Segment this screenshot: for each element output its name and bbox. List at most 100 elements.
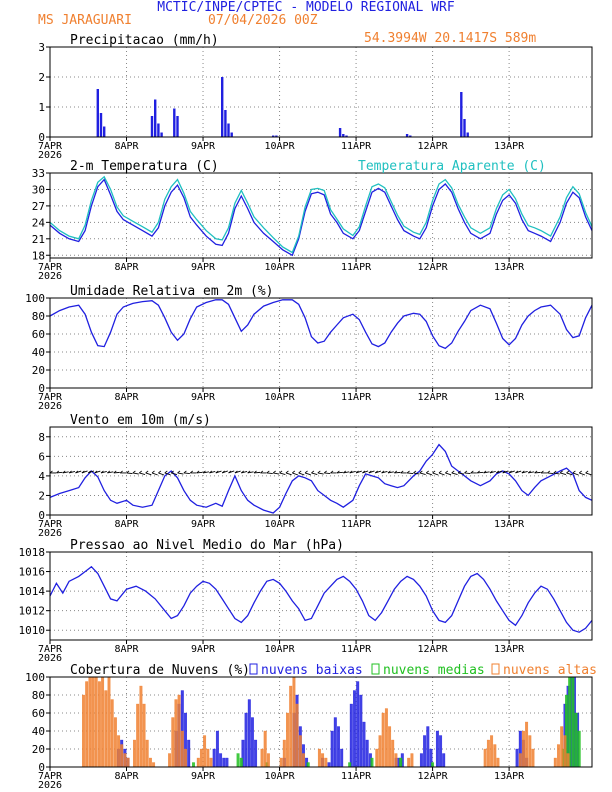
bar bbox=[88, 676, 92, 768]
wind-arrow bbox=[196, 471, 203, 474]
bar bbox=[324, 757, 328, 768]
wind-arrow-head bbox=[387, 470, 391, 474]
wind-arrow-head bbox=[298, 470, 302, 474]
bar bbox=[321, 753, 325, 768]
bar bbox=[101, 676, 105, 768]
bar bbox=[342, 134, 345, 137]
wind-arrow-head bbox=[279, 470, 283, 474]
x-tick-label: 9APR bbox=[191, 262, 216, 273]
x-tick-label: 8APR bbox=[114, 771, 139, 782]
legend-label-nuvens-baixas: nuvens baixas bbox=[261, 663, 363, 678]
bar bbox=[560, 726, 564, 768]
wind-arrow-head bbox=[355, 470, 359, 474]
header: MCTIC/INPE/CPTEC - MODELO REGIONAL WRF M… bbox=[0, 0, 612, 45]
wind-arrow bbox=[419, 472, 426, 475]
wind-arrow-head bbox=[241, 470, 245, 474]
bar bbox=[187, 739, 191, 768]
bar bbox=[439, 735, 443, 768]
bar bbox=[490, 735, 494, 768]
bar bbox=[496, 757, 500, 768]
bar bbox=[407, 757, 411, 768]
x-tick-label: 9APR bbox=[191, 141, 216, 152]
location-label: MS JARAGUARI bbox=[38, 13, 132, 28]
y-tick-label: 33 bbox=[32, 167, 45, 180]
bar bbox=[173, 108, 176, 137]
wind-arrow-head bbox=[247, 470, 251, 474]
wind-arrow bbox=[158, 472, 165, 476]
wind-arrow-head bbox=[304, 470, 308, 474]
x-tick-label: 12APR bbox=[418, 392, 449, 403]
bar bbox=[577, 730, 581, 768]
x-tick-label: 11APR bbox=[341, 392, 372, 403]
wind-arrow-head bbox=[62, 470, 66, 474]
wind-arrow-head bbox=[553, 470, 557, 474]
wind-arrow-head bbox=[381, 470, 385, 474]
bar bbox=[103, 126, 106, 137]
bar bbox=[225, 757, 229, 768]
wind-arrow bbox=[451, 472, 458, 475]
wind-arrow bbox=[336, 471, 343, 474]
x-year-label: 2026 bbox=[38, 150, 62, 161]
wind-arrow-head bbox=[330, 470, 334, 474]
bar bbox=[199, 748, 203, 768]
wind-arrow-head bbox=[515, 470, 519, 474]
y-tick-label: 1014 bbox=[19, 585, 46, 598]
series-blue bbox=[49, 178, 593, 257]
bar bbox=[192, 762, 195, 768]
bar bbox=[174, 699, 178, 768]
bar bbox=[571, 676, 575, 768]
bar bbox=[176, 116, 179, 137]
bar bbox=[239, 757, 243, 768]
wind-arrow bbox=[572, 472, 579, 476]
bar bbox=[142, 703, 146, 768]
gridlines bbox=[50, 173, 592, 258]
bar bbox=[209, 757, 213, 768]
y-tick-label: 4 bbox=[38, 470, 45, 483]
y-tick-label: 21 bbox=[32, 233, 45, 246]
bar bbox=[282, 739, 286, 768]
bar bbox=[375, 748, 379, 768]
series-blue bbox=[49, 299, 593, 350]
wind-arrow bbox=[566, 472, 573, 476]
x-tick-label: 7APR bbox=[38, 519, 63, 530]
bar bbox=[419, 753, 423, 768]
wind-arrow-head bbox=[457, 470, 461, 474]
bar bbox=[289, 685, 293, 768]
wind-arrow-head bbox=[285, 470, 289, 474]
bar bbox=[263, 730, 267, 768]
series-line bbox=[49, 565, 593, 633]
wind-arrow-head bbox=[489, 470, 493, 474]
wind-arrow-head bbox=[476, 470, 481, 474]
bar bbox=[254, 739, 258, 768]
panel-title: Vento em 10m (m/s) bbox=[70, 413, 211, 428]
y-tick-label: 1010 bbox=[19, 624, 46, 637]
wind-arrow-head bbox=[272, 470, 276, 474]
bar bbox=[260, 748, 264, 768]
x-tick-label: 13APR bbox=[494, 519, 525, 530]
x-tick-label: 8APR bbox=[114, 392, 139, 403]
bar bbox=[384, 708, 388, 768]
wind-arrow-head bbox=[464, 470, 468, 474]
bar bbox=[333, 717, 337, 768]
bar bbox=[203, 735, 207, 768]
wind-arrow-head bbox=[534, 470, 538, 474]
wind-arrow-head bbox=[107, 470, 111, 474]
wind-arrow-head bbox=[138, 470, 143, 474]
y-tick-label: 0 bbox=[38, 131, 45, 144]
x-tick-label: 13APR bbox=[494, 141, 525, 152]
x-tick-label: 7APR bbox=[38, 771, 63, 782]
wind-arrow-head bbox=[527, 470, 532, 474]
bar bbox=[463, 119, 466, 137]
wind-arrow-head bbox=[196, 470, 200, 474]
bar bbox=[150, 116, 154, 137]
x-tick-label: 7APR bbox=[38, 392, 63, 403]
panel-frame bbox=[49, 676, 593, 768]
bar bbox=[82, 694, 85, 768]
panel-frame bbox=[49, 551, 593, 641]
wind-arrow-head bbox=[572, 470, 576, 474]
bar bbox=[522, 730, 525, 768]
bar bbox=[298, 735, 302, 768]
x-tick-label: 11APR bbox=[341, 141, 372, 152]
y-tick-label: 1012 bbox=[19, 605, 46, 618]
